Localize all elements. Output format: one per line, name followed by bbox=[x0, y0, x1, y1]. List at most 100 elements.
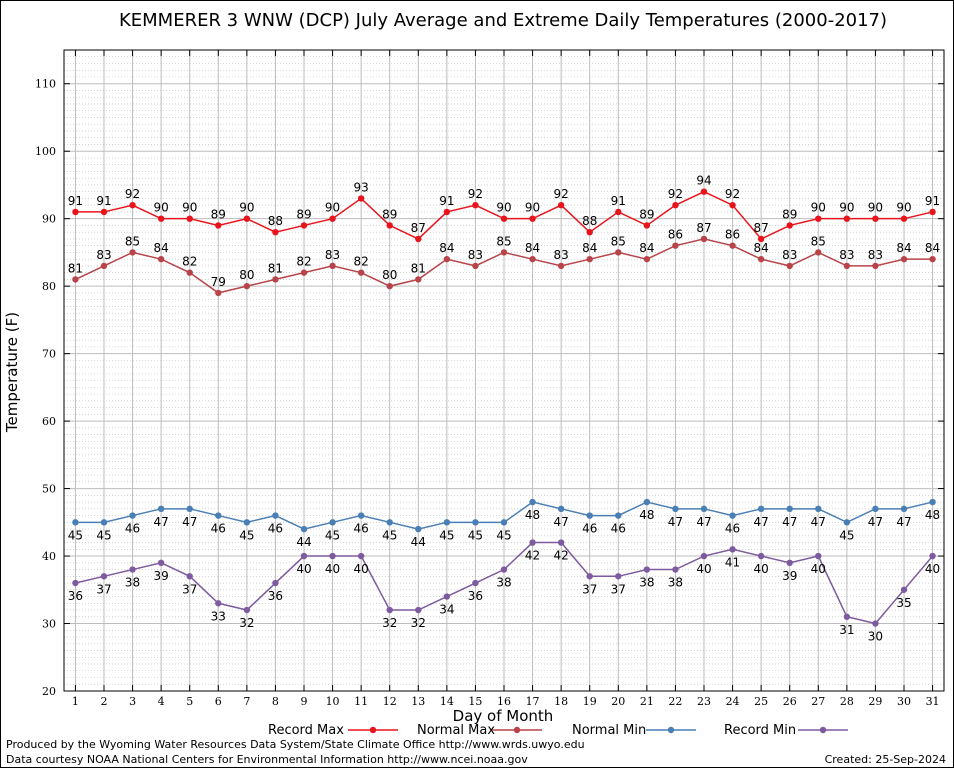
record-max-point bbox=[100, 208, 108, 216]
normal-max-data-label: 82 bbox=[354, 255, 369, 269]
record-min-point bbox=[843, 613, 851, 620]
record-min-data-label: 42 bbox=[554, 549, 569, 563]
normal-min-point bbox=[300, 525, 308, 533]
record-max-data-label: 90 bbox=[896, 201, 911, 215]
normal-min-point bbox=[272, 512, 279, 519]
record-min-point bbox=[729, 546, 736, 553]
legend: Record Max Normal Max Normal Min Record Min bbox=[268, 723, 848, 738]
normal-min-data-label: 47 bbox=[868, 515, 883, 529]
normal-min-point bbox=[729, 512, 736, 519]
record-max-point bbox=[557, 201, 565, 209]
normal-min-data-label: 46 bbox=[582, 522, 597, 536]
x-tick-label: 21 bbox=[640, 695, 654, 708]
record-max-data-label: 94 bbox=[696, 174, 711, 188]
normal-max-data-label: 84 bbox=[154, 241, 169, 255]
normal-max-point bbox=[929, 255, 936, 263]
normal-min-data-label: 46 bbox=[268, 522, 283, 536]
normal-min-data-label: 45 bbox=[468, 528, 483, 542]
normal-min-data-label: 44 bbox=[296, 535, 311, 549]
record-max-point bbox=[300, 222, 308, 229]
record-min-data-label: 37 bbox=[582, 582, 597, 596]
normal-max-data-label: 85 bbox=[496, 234, 511, 248]
normal-min-point bbox=[586, 512, 593, 519]
normal-min-point bbox=[329, 519, 336, 526]
record-max-point bbox=[900, 215, 908, 222]
x-tick-label: 1 bbox=[72, 695, 79, 708]
normal-min-data-label: 45 bbox=[68, 528, 83, 542]
x-tick-label: 15 bbox=[468, 695, 482, 708]
normal-max-data-label: 83 bbox=[468, 248, 483, 262]
record-max-data-label: 90 bbox=[496, 201, 511, 215]
normal-min-data-label: 45 bbox=[96, 528, 111, 542]
normal-min-point bbox=[357, 512, 365, 519]
normal-min-data-label: 45 bbox=[239, 528, 254, 542]
normal-min-data-label: 47 bbox=[754, 515, 769, 529]
normal-min-data-label: 45 bbox=[325, 528, 340, 542]
record-max-data-label: 89 bbox=[782, 207, 797, 221]
normal-max-point bbox=[443, 255, 451, 263]
normal-max-point bbox=[272, 276, 279, 283]
normal-min-point bbox=[929, 498, 936, 506]
normal-max-point bbox=[386, 282, 393, 290]
x-tick-label: 6 bbox=[215, 695, 222, 708]
record-min-data-label: 38 bbox=[668, 576, 683, 590]
normal-max-point bbox=[615, 249, 622, 256]
normal-max-point bbox=[900, 255, 908, 263]
normal-max-point bbox=[100, 262, 108, 270]
legend-marker-record-max bbox=[369, 726, 377, 734]
normal-min-point bbox=[243, 519, 251, 526]
normal-max-point bbox=[415, 276, 422, 283]
y-tick-label: 50 bbox=[42, 483, 56, 496]
normal-max-data-label: 85 bbox=[811, 234, 826, 248]
record-min-point bbox=[557, 539, 565, 546]
x-tick-label: 17 bbox=[526, 695, 540, 708]
record-max-data-label: 92 bbox=[554, 187, 569, 201]
record-min-data-label: 38 bbox=[639, 576, 654, 590]
normal-max-data-label: 83 bbox=[782, 248, 797, 262]
x-tick-label: 11 bbox=[354, 695, 368, 708]
normal-min-data-label: 45 bbox=[496, 528, 511, 542]
record-min-data-label: 42 bbox=[525, 549, 540, 563]
record-min-data-label: 40 bbox=[354, 562, 369, 576]
record-min-point bbox=[300, 552, 308, 560]
record-max-data-label: 87 bbox=[754, 221, 769, 235]
record-min-data-label: 30 bbox=[868, 630, 883, 644]
normal-max-point bbox=[529, 255, 536, 263]
normal-min-data-label: 46 bbox=[125, 522, 140, 536]
x-tick-label: 8 bbox=[272, 695, 279, 708]
record-min-data-label: 40 bbox=[696, 562, 711, 576]
record-min-data-label: 36 bbox=[468, 589, 483, 603]
normal-max-point bbox=[700, 235, 708, 243]
normal-min-series: 45 45 46 47 47 46 45 46 44 45 46 45 44 45 45 45 48 47 46 46… bbox=[68, 498, 940, 549]
x-tick-label: 2 bbox=[101, 695, 108, 708]
record-max-point bbox=[757, 235, 765, 243]
record-max-data-label: 89 bbox=[211, 207, 226, 221]
record-max-point bbox=[243, 215, 251, 222]
record-max-point bbox=[615, 208, 622, 216]
normal-max-point bbox=[215, 289, 222, 297]
normal-max-data-label: 84 bbox=[582, 241, 597, 255]
normal-min-data-label: 47 bbox=[154, 515, 169, 529]
record-min-point bbox=[900, 586, 908, 593]
normal-max-point bbox=[786, 262, 793, 270]
x-tick-label: 10 bbox=[326, 695, 340, 708]
normal-max-point bbox=[643, 255, 651, 263]
record-max-point bbox=[929, 208, 936, 216]
normal-min-point bbox=[415, 525, 422, 533]
record-max-data-label: 92 bbox=[668, 187, 683, 201]
record-min-point bbox=[272, 579, 279, 587]
normal-min-point bbox=[643, 498, 651, 506]
record-max-point bbox=[529, 215, 536, 222]
record-min-data-label: 32 bbox=[239, 616, 254, 630]
record-max-point bbox=[729, 201, 736, 209]
record-max-point bbox=[72, 208, 79, 216]
record-max-data-label: 90 bbox=[154, 201, 169, 215]
normal-max-point bbox=[329, 262, 336, 270]
record-max-point bbox=[700, 188, 708, 195]
legend-label-normal-max: Normal Max bbox=[417, 723, 495, 738]
record-min-data-label: 32 bbox=[411, 616, 426, 630]
record-max-point bbox=[415, 235, 422, 243]
normal-max-data-label: 86 bbox=[668, 228, 683, 242]
legend-label-record-min: Record Min bbox=[724, 723, 796, 738]
legend-label-normal-min: Normal Min bbox=[572, 723, 646, 738]
